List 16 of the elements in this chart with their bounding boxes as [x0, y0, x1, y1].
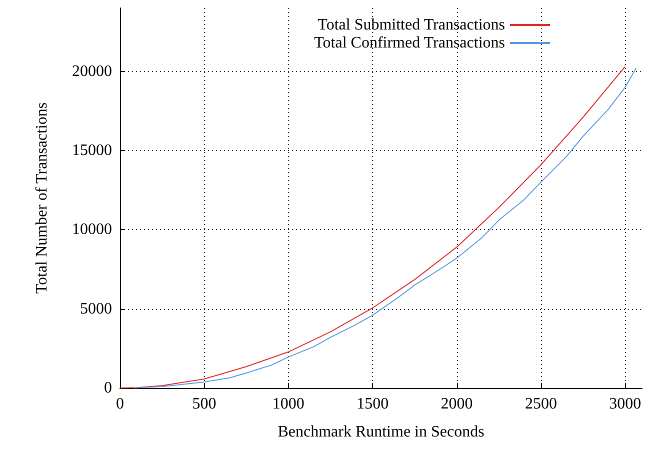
x-tick-label: 0	[116, 396, 124, 412]
y-tick-label: 0	[104, 380, 112, 396]
x-tick-label: 1500	[356, 396, 389, 412]
y-tick-label: 20000	[72, 62, 112, 80]
x-tick-label: 3000	[609, 396, 642, 412]
y-tick-label: 10000	[72, 221, 112, 238]
y-tick-label: 5000	[80, 300, 112, 318]
x-tick-label: 500	[192, 396, 216, 412]
legend-label: Total Submitted Transactions	[318, 16, 505, 34]
x-tick-label: 1000	[272, 396, 304, 412]
legend-label: Total Confirmed Transactions	[314, 34, 505, 52]
x-axis-title: Benchmark Runtime in Seconds	[278, 424, 484, 440]
x-tick-label: 2500	[524, 396, 557, 412]
y-axis-title: Total Number of Transactions	[34, 102, 50, 294]
x-tick-label: 2000	[440, 396, 473, 412]
y-tick-label: 15000	[72, 142, 112, 159]
